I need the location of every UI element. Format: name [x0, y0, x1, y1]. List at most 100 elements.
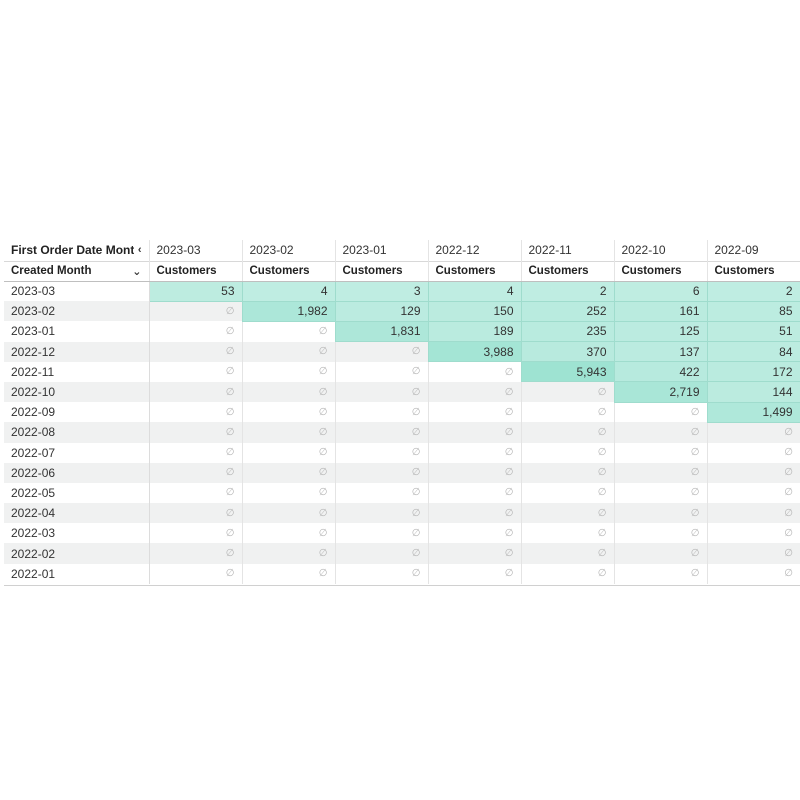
null-cell[interactable]: ∅ [334, 361, 428, 382]
value-cell[interactable]: 144 [706, 381, 800, 403]
value-cell[interactable]: 129 [334, 300, 429, 322]
null-cell[interactable]: ∅ [241, 563, 335, 584]
row-dimension-header[interactable]: Created Month ⌄ [4, 260, 149, 282]
value-cell[interactable]: 3,988 [427, 341, 522, 363]
null-cell[interactable]: ∅ [148, 381, 242, 403]
null-cell[interactable]: ∅ [613, 422, 707, 443]
null-cell[interactable]: ∅ [613, 563, 707, 584]
null-cell[interactable]: ∅ [706, 563, 800, 584]
null-cell[interactable]: ∅ [613, 523, 707, 544]
null-cell[interactable]: ∅ [427, 422, 521, 443]
value-cell[interactable]: 189 [427, 320, 522, 343]
value-cell[interactable]: 370 [520, 341, 615, 363]
null-cell[interactable]: ∅ [334, 381, 428, 403]
null-cell[interactable]: ∅ [241, 442, 335, 463]
pivot-dimension-header[interactable]: First Order Date Month ‹ [4, 240, 149, 261]
null-cell[interactable]: ∅ [241, 422, 335, 443]
null-cell[interactable]: ∅ [148, 523, 242, 544]
null-cell[interactable]: ∅ [148, 341, 242, 362]
null-cell[interactable]: ∅ [241, 402, 335, 423]
null-cell[interactable]: ∅ [148, 543, 242, 564]
null-cell[interactable]: ∅ [427, 402, 521, 423]
null-cell[interactable]: ∅ [241, 482, 335, 504]
measure-header[interactable]: Customers [148, 260, 242, 282]
null-cell[interactable]: ∅ [706, 462, 800, 483]
value-cell[interactable]: 2 [706, 280, 800, 302]
pivot-column-header[interactable]: 2023-03 [148, 240, 242, 261]
value-cell[interactable]: 6 [613, 280, 708, 302]
null-cell[interactable]: ∅ [520, 422, 614, 443]
null-cell[interactable]: ∅ [334, 442, 428, 463]
null-cell[interactable]: ∅ [706, 503, 800, 524]
null-cell[interactable]: ∅ [241, 503, 335, 524]
row-label[interactable]: 2022-05 [4, 482, 150, 504]
null-cell[interactable]: ∅ [427, 563, 521, 584]
value-cell[interactable]: 161 [613, 300, 708, 322]
null-cell[interactable]: ∅ [334, 482, 428, 504]
null-cell[interactable]: ∅ [148, 442, 242, 463]
null-cell[interactable]: ∅ [241, 381, 335, 403]
null-cell[interactable]: ∅ [427, 442, 521, 463]
null-cell[interactable]: ∅ [334, 402, 428, 423]
measure-header[interactable]: Customers [613, 260, 707, 282]
row-label[interactable]: 2022-04 [4, 503, 150, 524]
value-cell[interactable]: 252 [520, 300, 615, 322]
null-cell[interactable]: ∅ [520, 523, 614, 544]
measure-header[interactable]: Customers [706, 260, 800, 282]
null-cell[interactable]: ∅ [520, 543, 614, 564]
null-cell[interactable]: ∅ [148, 563, 242, 584]
null-cell[interactable]: ∅ [706, 482, 800, 504]
null-cell[interactable]: ∅ [241, 341, 335, 362]
value-cell[interactable]: 1,499 [706, 401, 800, 423]
row-label[interactable]: 2022-06 [4, 462, 150, 483]
null-cell[interactable]: ∅ [706, 543, 800, 564]
row-label[interactable]: 2022-11 [4, 361, 150, 382]
row-label[interactable]: 2022-07 [4, 442, 150, 463]
null-cell[interactable]: ∅ [334, 503, 428, 524]
null-cell[interactable]: ∅ [148, 503, 242, 524]
value-cell[interactable]: 422 [613, 361, 708, 383]
value-cell[interactable]: 53 [148, 280, 243, 302]
pivot-column-header[interactable]: 2023-01 [334, 240, 428, 261]
value-cell[interactable]: 235 [520, 320, 615, 343]
row-label[interactable]: 2022-10 [4, 381, 150, 403]
null-cell[interactable]: ∅ [427, 381, 521, 403]
null-cell[interactable]: ∅ [613, 442, 707, 463]
value-cell[interactable]: 51 [706, 320, 800, 343]
null-cell[interactable]: ∅ [148, 462, 242, 483]
measure-header[interactable]: Customers [520, 260, 614, 282]
row-label[interactable]: 2022-12 [4, 341, 150, 362]
row-label[interactable]: 2023-01 [4, 321, 150, 342]
value-cell[interactable]: 3 [334, 280, 429, 302]
measure-header[interactable]: Customers [427, 260, 521, 282]
value-cell[interactable]: 2 [520, 280, 615, 302]
null-cell[interactable]: ∅ [520, 381, 614, 403]
null-cell[interactable]: ∅ [706, 523, 800, 544]
null-cell[interactable]: ∅ [148, 321, 242, 342]
null-cell[interactable]: ∅ [520, 503, 614, 524]
value-cell[interactable]: 4 [427, 280, 522, 302]
row-label[interactable]: 2022-08 [4, 422, 150, 443]
measure-header[interactable]: Customers [334, 260, 428, 282]
value-cell[interactable]: 1,982 [241, 300, 336, 322]
null-cell[interactable]: ∅ [520, 563, 614, 584]
value-cell[interactable]: 125 [613, 320, 708, 343]
null-cell[interactable]: ∅ [427, 462, 521, 483]
null-cell[interactable]: ∅ [520, 482, 614, 504]
null-cell[interactable]: ∅ [334, 563, 428, 584]
null-cell[interactable]: ∅ [613, 462, 707, 483]
value-cell[interactable]: 2,719 [613, 381, 708, 403]
null-cell[interactable]: ∅ [241, 543, 335, 564]
null-cell[interactable]: ∅ [241, 523, 335, 544]
row-label[interactable]: 2023-03 [4, 281, 150, 302]
value-cell[interactable]: 5,943 [520, 361, 615, 383]
null-cell[interactable]: ∅ [427, 361, 521, 382]
null-cell[interactable]: ∅ [613, 543, 707, 564]
null-cell[interactable]: ∅ [613, 482, 707, 504]
value-cell[interactable]: 150 [427, 300, 522, 322]
null-cell[interactable]: ∅ [241, 321, 335, 342]
pivot-column-header[interactable]: 2022-11 [520, 240, 614, 261]
pivot-column-header[interactable]: 2022-09 [706, 240, 800, 261]
chevron-down-icon[interactable]: ⌄ [132, 265, 142, 278]
null-cell[interactable]: ∅ [613, 503, 707, 524]
